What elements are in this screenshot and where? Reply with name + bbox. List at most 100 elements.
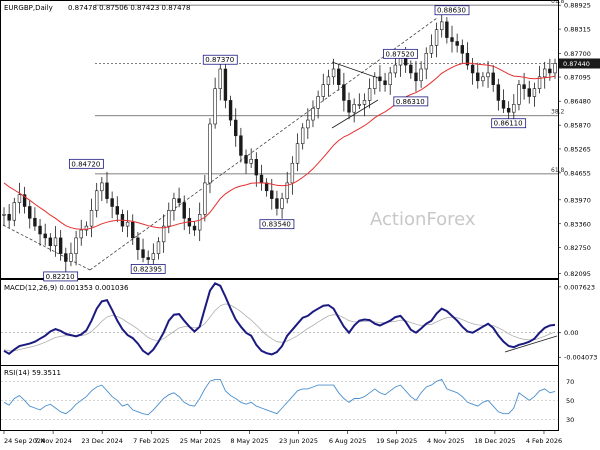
candle-body <box>362 100 367 105</box>
price-annotation: 0.88630 <box>437 7 466 15</box>
price-annotation-box <box>68 158 104 169</box>
y-tick-label: 0.88315 <box>564 26 591 34</box>
candle-body <box>94 190 99 211</box>
level-label: 61.8 <box>551 167 565 174</box>
candle-body <box>321 84 325 97</box>
candle-body <box>517 84 521 105</box>
candle-body <box>352 104 356 113</box>
candle-body <box>203 182 207 215</box>
candle-body <box>275 198 279 209</box>
x-tick-label: 25 Mar 2025 <box>180 437 221 445</box>
y-tick-label: 0.87700 <box>564 50 591 58</box>
candle-body <box>167 210 171 227</box>
price-annotation: 0.82395 <box>133 265 162 273</box>
x-tick-label: 23 Dec 2024 <box>81 437 123 445</box>
candle-body <box>244 155 248 164</box>
price-annotation: 0.83540 <box>262 221 291 229</box>
candle-body <box>172 198 176 211</box>
candle-body <box>496 84 501 101</box>
candle-body <box>249 159 253 164</box>
candle-body <box>450 37 454 42</box>
candle-body <box>69 253 73 262</box>
x-tick-label: 8 May 2025 <box>230 437 268 445</box>
candle-body <box>388 72 392 86</box>
candle-body <box>527 88 531 97</box>
candle-body <box>285 182 289 199</box>
candle-body <box>532 88 537 97</box>
candle-body <box>228 100 233 121</box>
x-tick-label: 7 Feb 2025 <box>133 437 169 445</box>
candle-body <box>110 198 114 207</box>
price-annotation-box <box>202 54 238 65</box>
candle-body <box>409 64 413 74</box>
candle-body <box>105 182 109 199</box>
price-annotation-box <box>434 5 470 16</box>
macd-tick-label: 0.007623 <box>564 283 595 291</box>
y-tick-label: 0.85870 <box>564 122 591 130</box>
price-series <box>2 11 557 272</box>
x-tick-label: 6 Aug 2025 <box>329 437 367 445</box>
candle-body <box>48 237 53 247</box>
candle-body <box>84 225 89 231</box>
candle-body <box>22 194 27 207</box>
candle-body <box>74 237 78 254</box>
price-annotation: 0.87370 <box>205 56 234 64</box>
candle-body <box>239 135 243 156</box>
level-label: 61.8 <box>551 0 565 5</box>
candle-body <box>223 68 228 101</box>
candle-body <box>197 214 202 231</box>
candle-body <box>254 159 259 176</box>
candle-body <box>367 88 372 101</box>
candle-body <box>481 76 485 82</box>
x-tick-label: 7 Nov 2024 <box>34 437 72 445</box>
candle-body <box>33 217 37 227</box>
x-tick-label: 23 Jun 2025 <box>279 437 318 445</box>
candle-body <box>486 72 490 78</box>
candle-body <box>192 225 197 231</box>
candle-body <box>424 52 428 70</box>
candle-body <box>131 221 135 239</box>
candle-body <box>136 237 140 250</box>
candle-body <box>393 64 398 74</box>
macd-tick-label: -0.004073 <box>564 354 597 362</box>
macd-line <box>3 282 556 356</box>
candle-body <box>522 84 526 89</box>
x-tick-label: 18 Dec 2025 <box>474 437 516 445</box>
candle-body <box>440 21 444 31</box>
candle-body <box>445 21 449 38</box>
price-panel <box>0 0 559 279</box>
moving-average-line <box>3 62 556 230</box>
candle-body <box>290 162 295 184</box>
price-annotation-box <box>259 219 295 230</box>
candle-body <box>146 257 150 260</box>
candle-body <box>280 198 284 209</box>
candle-body <box>151 253 156 260</box>
candle-body <box>177 198 181 203</box>
x-tick-label: 19 Sep 2025 <box>376 437 417 445</box>
rsi-title: RSI(14) 59.3511 <box>4 369 61 377</box>
candle-body <box>470 64 475 74</box>
candle-body <box>460 45 465 54</box>
candle-body <box>141 249 145 258</box>
candle-body <box>373 76 377 89</box>
rsi-line <box>3 378 556 416</box>
candle-body <box>125 221 130 227</box>
candle-body <box>7 214 11 221</box>
price-annotation: 0.86310 <box>396 98 425 106</box>
price-annotation-box <box>491 118 527 129</box>
ohlc-label: 0.87478 0.87506 0.87423 0.87478 <box>68 4 190 12</box>
y-tick-label: 0.87095 <box>564 74 591 82</box>
candle-body <box>2 214 6 216</box>
candle-body <box>331 68 336 78</box>
candle-body <box>79 229 83 239</box>
x-tick-label: 4 Feb 2026 <box>526 437 562 445</box>
price-tag-box <box>559 58 600 69</box>
candle-body <box>537 76 542 89</box>
candle-body <box>357 104 362 106</box>
candle-body <box>115 206 119 215</box>
candle-body <box>208 123 212 184</box>
candle-body <box>17 194 22 203</box>
candle-body <box>306 119 310 129</box>
y-tick-label: 0.84655 <box>564 169 591 177</box>
